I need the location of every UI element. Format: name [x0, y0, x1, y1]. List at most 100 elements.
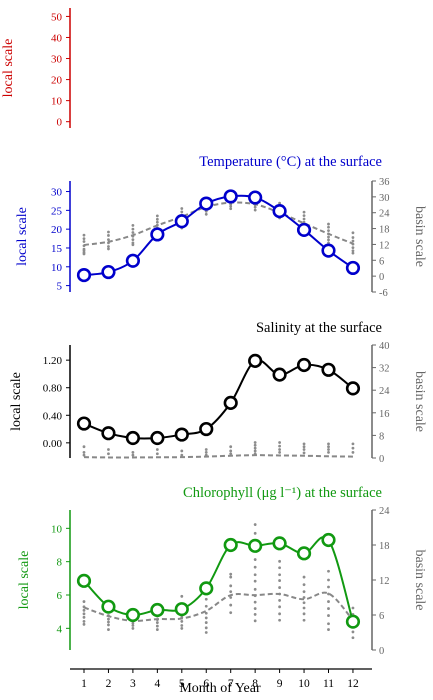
basin-point: [351, 442, 355, 446]
basin-point: [351, 446, 355, 450]
basin-point: [302, 448, 306, 451]
left-tick-label: 10: [51, 523, 63, 535]
basin-point: [204, 448, 208, 451]
basin-point: [351, 636, 355, 640]
basin-point: [351, 251, 355, 255]
basin-point: [302, 442, 306, 446]
basin-point: [204, 621, 208, 624]
basin-point: [278, 448, 281, 451]
basin-point: [327, 241, 330, 245]
basin-point: [229, 575, 233, 579]
basin-point: [253, 558, 257, 561]
basin-point: [131, 450, 135, 454]
right-tick-label: -6: [379, 288, 388, 299]
local-point: [125, 253, 140, 268]
basin-point: [253, 205, 257, 209]
basin-point: [253, 600, 257, 604]
local-point: [223, 189, 238, 204]
basin-point: [327, 225, 330, 229]
left-tick-label: 10: [51, 96, 63, 108]
local-point: [321, 243, 336, 258]
basin-point: [131, 227, 135, 231]
x-tick-label: 11: [323, 678, 334, 690]
x-tick-label: 6: [203, 678, 209, 690]
basin-point: [82, 615, 86, 619]
basin-point: [327, 614, 330, 617]
basin-point: [327, 592, 330, 596]
basin-point: [107, 247, 110, 251]
left-tick-label: 25: [51, 205, 63, 217]
basin-point: [253, 446, 257, 450]
basin-point: [253, 523, 257, 526]
local-point: [174, 602, 189, 617]
basin-point: [302, 575, 306, 579]
local-point: [296, 546, 312, 561]
basin-point: [253, 619, 257, 623]
basin-point: [253, 208, 257, 212]
basin-point: [302, 217, 306, 221]
x-axis-label: Month of Year: [179, 681, 261, 696]
basin-point: [107, 245, 110, 248]
local-series-line: [83, 359, 354, 440]
left-axis-label: local scale: [9, 372, 24, 431]
x-tick-label: 9: [277, 678, 283, 690]
basin-point: [229, 572, 233, 576]
local-point: [223, 537, 238, 553]
basin-point: [131, 627, 135, 630]
basin-point: [180, 594, 184, 598]
basin-point: [229, 603, 233, 607]
basin-point: [327, 235, 330, 239]
basin-point: [131, 243, 135, 247]
right-tick-label: 0: [379, 272, 384, 283]
basin-point: [180, 624, 184, 627]
basin-point: [229, 449, 233, 453]
left-tick-label: 8: [57, 557, 63, 569]
basin-point: [253, 587, 257, 591]
basin-point: [351, 231, 355, 235]
basin-point: [253, 449, 257, 453]
basin-point: [229, 584, 233, 588]
basin-point: [302, 596, 306, 599]
left-tick-label: 15: [51, 243, 63, 255]
basin-point: [204, 604, 208, 608]
right-axis-label: basin scale: [412, 206, 427, 267]
basin-point: [131, 238, 135, 242]
panel-title: Chlorophyll (μg l⁻¹) at the surface: [183, 485, 382, 501]
right-tick-label: 18: [379, 541, 390, 552]
local-point: [125, 607, 140, 623]
x-tick-label: 5: [179, 678, 185, 690]
basin-point: [302, 601, 306, 605]
basin-point: [302, 618, 306, 622]
basin-point: [229, 611, 233, 615]
basin-point: [278, 201, 281, 205]
right-tick-label: 40: [379, 341, 390, 352]
basin-point: [229, 596, 233, 599]
basin-point: [82, 622, 86, 626]
x-tick-label: 10: [298, 678, 310, 690]
left-tick-label: 0.40: [43, 410, 63, 422]
local-point: [248, 353, 263, 368]
basin-point: [155, 217, 159, 221]
right-tick-label: 36: [379, 177, 390, 188]
basin-point: [302, 214, 306, 218]
right-tick-label: 0: [379, 454, 384, 465]
basin-point: [351, 450, 355, 454]
basin-point: [82, 608, 86, 612]
basin-point: [327, 229, 330, 233]
basin-point: [204, 450, 208, 454]
x-tick-label: 8: [252, 678, 258, 690]
local-point: [150, 430, 165, 446]
basin-point: [204, 597, 208, 601]
basin-point: [327, 607, 330, 610]
x-tick-label: 12: [347, 678, 359, 690]
local-point: [321, 532, 336, 548]
local-point: [174, 427, 189, 442]
basin-point: [82, 445, 86, 449]
panel-title: Temperature (°C) at the surface: [199, 154, 382, 170]
local-point: [76, 267, 92, 283]
local-point: [321, 362, 336, 377]
local-point: [345, 381, 361, 396]
basin-point: [229, 445, 233, 449]
basin-point: [155, 220, 159, 224]
